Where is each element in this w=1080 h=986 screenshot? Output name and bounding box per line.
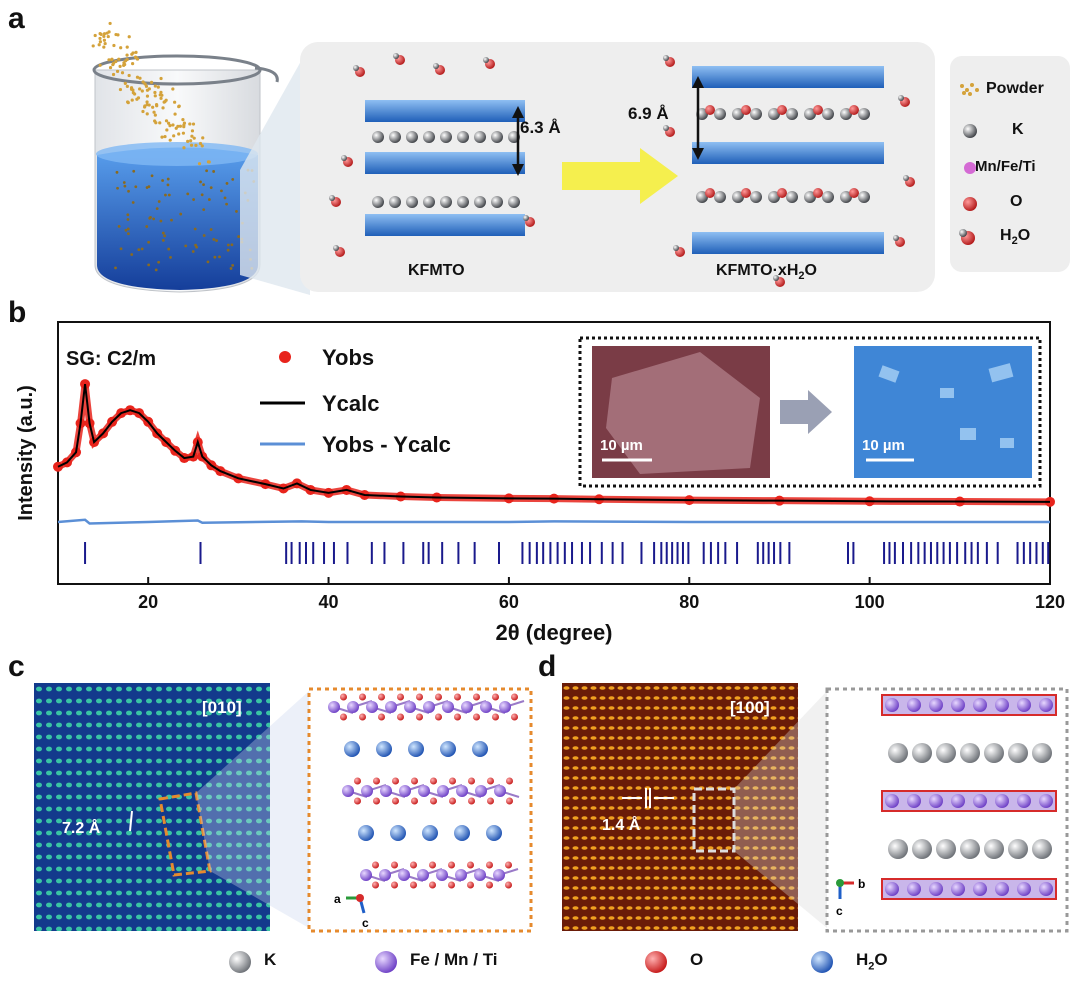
x-tick-label: 40 bbox=[319, 592, 339, 612]
zone-axis-d: [100] bbox=[730, 698, 770, 717]
powder-icon bbox=[960, 83, 979, 96]
legend-o-label: O bbox=[1010, 193, 1023, 210]
spacing-label-right: 6.9 Å bbox=[628, 104, 669, 123]
x-tick-label: 100 bbox=[855, 592, 885, 612]
h2o-legend-ball bbox=[811, 951, 833, 973]
axis-b-label: b bbox=[858, 877, 865, 891]
legend-metal-label: Mn/Fe/Ti bbox=[975, 158, 1036, 175]
panel-a-legend-icons bbox=[959, 83, 979, 245]
space-group-label: SG: C2/m bbox=[66, 348, 156, 370]
plot-frame bbox=[57, 321, 1051, 585]
water-molecules bbox=[329, 53, 915, 287]
region-marker-c bbox=[158, 791, 212, 877]
o-legend-ball bbox=[645, 951, 667, 973]
hrtem-image-d bbox=[562, 683, 798, 931]
metal-legend-icon bbox=[964, 162, 976, 174]
panel-b-letter: b bbox=[8, 296, 27, 329]
layer-structures bbox=[329, 53, 915, 287]
bottom-legend-icons bbox=[229, 951, 833, 973]
legend-h2o-label: H2O bbox=[1000, 227, 1031, 248]
spacing-label-c: 7.2 Å bbox=[62, 818, 101, 837]
bottom-legend-h2o: H2O bbox=[856, 950, 888, 973]
sem-scale-after: 10 µm bbox=[862, 437, 905, 454]
panel-d-figure: [100] 1.4 Å b c bbox=[562, 683, 1069, 933]
legend-ycalc-label: Ycalc bbox=[322, 391, 380, 416]
xrd-series bbox=[53, 379, 1055, 525]
x-tick-label: 120 bbox=[1035, 592, 1065, 612]
x-tick-label: 80 bbox=[679, 592, 699, 612]
k-legend-ball bbox=[229, 951, 251, 973]
legend-yobs-label: Yobs bbox=[322, 345, 374, 370]
x-axis-ticks: 20 40 60 80 100 120 bbox=[138, 577, 1065, 612]
legend-k-label: K bbox=[1012, 121, 1024, 138]
y-axis-label: Intensity (a.u.) bbox=[15, 385, 37, 521]
axis-c-label-d: c bbox=[836, 904, 843, 918]
ycalc-line bbox=[57, 383, 1051, 503]
sem-transition-arrow bbox=[780, 390, 832, 434]
zone-axis-c: [010] bbox=[202, 698, 242, 717]
region-marker-d bbox=[692, 787, 736, 853]
panel-a-letter: a bbox=[8, 2, 25, 35]
kfmto-label: KFMTO bbox=[408, 262, 465, 279]
bragg-reflections bbox=[84, 542, 1050, 564]
zoom-cone bbox=[240, 45, 310, 295]
kfmto-hydrated-structure bbox=[692, 66, 884, 254]
x-tick-label: 60 bbox=[499, 592, 519, 612]
sem-scale-before: 10 µm bbox=[600, 437, 643, 454]
panel-d-letter: d bbox=[538, 650, 557, 683]
panel-c-letter: c bbox=[8, 650, 25, 683]
axis-a-label: a bbox=[334, 892, 341, 906]
legend-yobs-marker bbox=[279, 351, 291, 363]
bottom-legend-metal: Fe / Mn / Ti bbox=[410, 950, 498, 969]
bottom-legend-k: K bbox=[264, 950, 277, 969]
xrd-refinement-chart: 20 40 60 80 100 120 SG: C2/m Yobs Ycalc Yobs … bbox=[15, 321, 1065, 645]
k-legend-icon bbox=[963, 124, 977, 138]
metal-legend-ball bbox=[375, 951, 397, 973]
hrtem-image-c bbox=[34, 683, 270, 931]
spacing-label-left: 6.3 Å bbox=[520, 118, 561, 137]
kfmto-structure bbox=[365, 100, 525, 236]
spacing-label-d: 1.4 Å bbox=[602, 815, 641, 834]
difference-line bbox=[57, 518, 1050, 525]
transformation-arrow bbox=[562, 148, 678, 204]
h2o-legend-icon bbox=[959, 229, 975, 245]
legend-diff-label: Yobs - Ycalc bbox=[322, 432, 451, 457]
powder-particles bbox=[91, 21, 256, 272]
beaker-illustration bbox=[91, 21, 279, 293]
x-tick-label: 20 bbox=[138, 592, 158, 612]
structure-model-c bbox=[307, 687, 533, 933]
legend-powder-label: Powder bbox=[986, 80, 1044, 97]
x-axis-label: 2θ (degree) bbox=[495, 620, 612, 645]
panel-c-figure: [010] 7.2 Å a c bbox=[34, 683, 533, 933]
o-legend-icon bbox=[963, 197, 977, 211]
kfmto-hydrated-label: KFMTO·xH2O bbox=[716, 262, 817, 283]
bottom-legend-o: O bbox=[690, 950, 704, 969]
axis-c-label-c: c bbox=[362, 916, 369, 930]
